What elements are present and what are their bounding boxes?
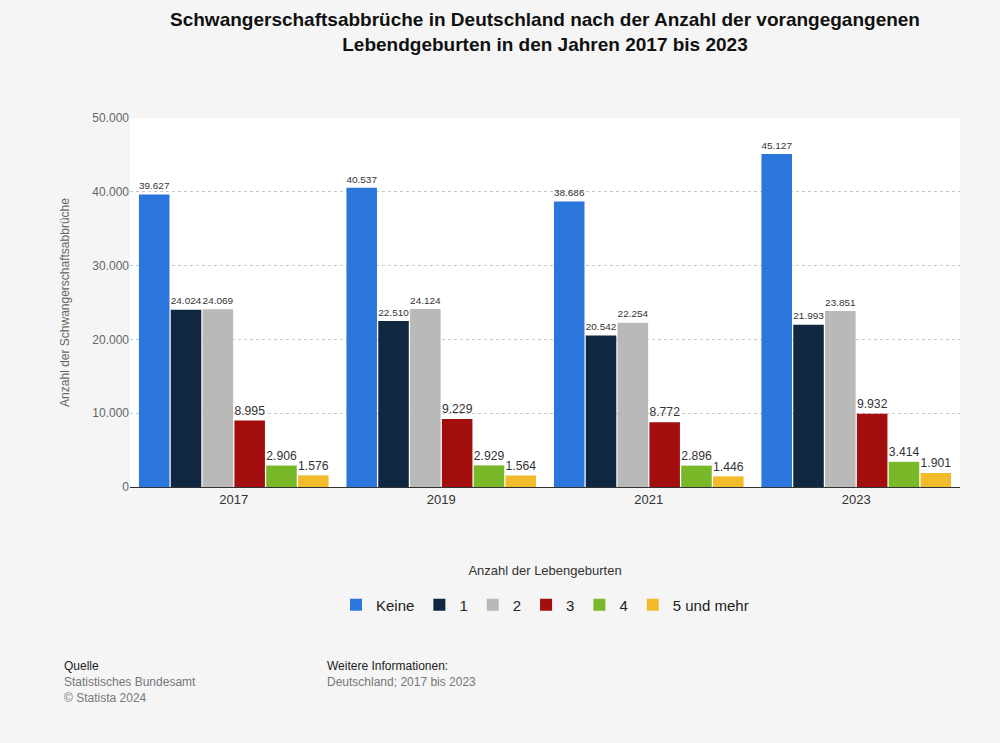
- svg-text:24.069: 24.069: [203, 295, 234, 306]
- svg-text:39.627: 39.627: [139, 180, 170, 191]
- svg-text:4: 4: [619, 597, 627, 614]
- svg-text:1.564: 1.564: [506, 459, 537, 473]
- svg-text:8.772: 8.772: [649, 405, 680, 419]
- svg-text:20.000: 20.000: [92, 333, 129, 347]
- svg-text:20.542: 20.542: [586, 321, 617, 332]
- svg-text:45.127: 45.127: [761, 140, 792, 151]
- svg-text:9.229: 9.229: [442, 402, 473, 416]
- svg-text:Keine: Keine: [376, 597, 414, 614]
- svg-text:3.414: 3.414: [889, 445, 920, 459]
- svg-text:40.537: 40.537: [346, 174, 377, 185]
- svg-text:2021: 2021: [634, 492, 663, 507]
- svg-text:5 und mehr: 5 und mehr: [673, 597, 749, 614]
- svg-text:2023: 2023: [842, 492, 871, 507]
- svg-text:Anzahl der Lebengeburten: Anzahl der Lebengeburten: [468, 563, 621, 578]
- svg-text:1.446: 1.446: [713, 460, 744, 474]
- svg-text:Weitere Informationen:: Weitere Informationen:: [327, 659, 448, 673]
- svg-text:10.000: 10.000: [92, 406, 129, 420]
- svg-text:40.000: 40.000: [92, 185, 129, 199]
- svg-text:Deutschland; 2017 bis 2023: Deutschland; 2017 bis 2023: [327, 675, 476, 689]
- svg-text:Quelle: Quelle: [64, 659, 99, 673]
- svg-text:© Statista 2024: © Statista 2024: [64, 691, 147, 705]
- svg-text:Schwangerschaftsabbrüche in De: Schwangerschaftsabbrüche in Deutschland …: [170, 9, 920, 55]
- svg-text:22.510: 22.510: [378, 307, 409, 318]
- svg-text:50.000: 50.000: [92, 111, 129, 125]
- svg-text:2017: 2017: [219, 492, 248, 507]
- svg-text:2.896: 2.896: [681, 449, 712, 463]
- svg-text:24.024: 24.024: [171, 295, 202, 306]
- svg-text:Anzahl der Schwangerschaftsabb: Anzahl der Schwangerschaftsabbrüche: [58, 198, 72, 407]
- svg-text:2.906: 2.906: [266, 449, 297, 463]
- svg-text:8.995: 8.995: [234, 404, 265, 418]
- svg-text:Statistisches Bundesamt: Statistisches Bundesamt: [64, 675, 196, 689]
- svg-text:23.851: 23.851: [825, 297, 856, 308]
- svg-text:21.993: 21.993: [793, 310, 824, 321]
- svg-text:2.929: 2.929: [474, 449, 505, 463]
- svg-text:22.254: 22.254: [618, 308, 649, 319]
- svg-text:1.901: 1.901: [921, 456, 952, 470]
- svg-text:1: 1: [459, 597, 467, 614]
- svg-text:38.686: 38.686: [554, 187, 585, 198]
- svg-text:3: 3: [566, 597, 574, 614]
- svg-text:0: 0: [122, 480, 129, 494]
- svg-text:30.000: 30.000: [92, 259, 129, 273]
- svg-text:2019: 2019: [427, 492, 456, 507]
- svg-text:24.124: 24.124: [410, 295, 441, 306]
- svg-text:2: 2: [513, 597, 521, 614]
- svg-text:9.932: 9.932: [857, 397, 888, 411]
- svg-text:1.576: 1.576: [298, 459, 329, 473]
